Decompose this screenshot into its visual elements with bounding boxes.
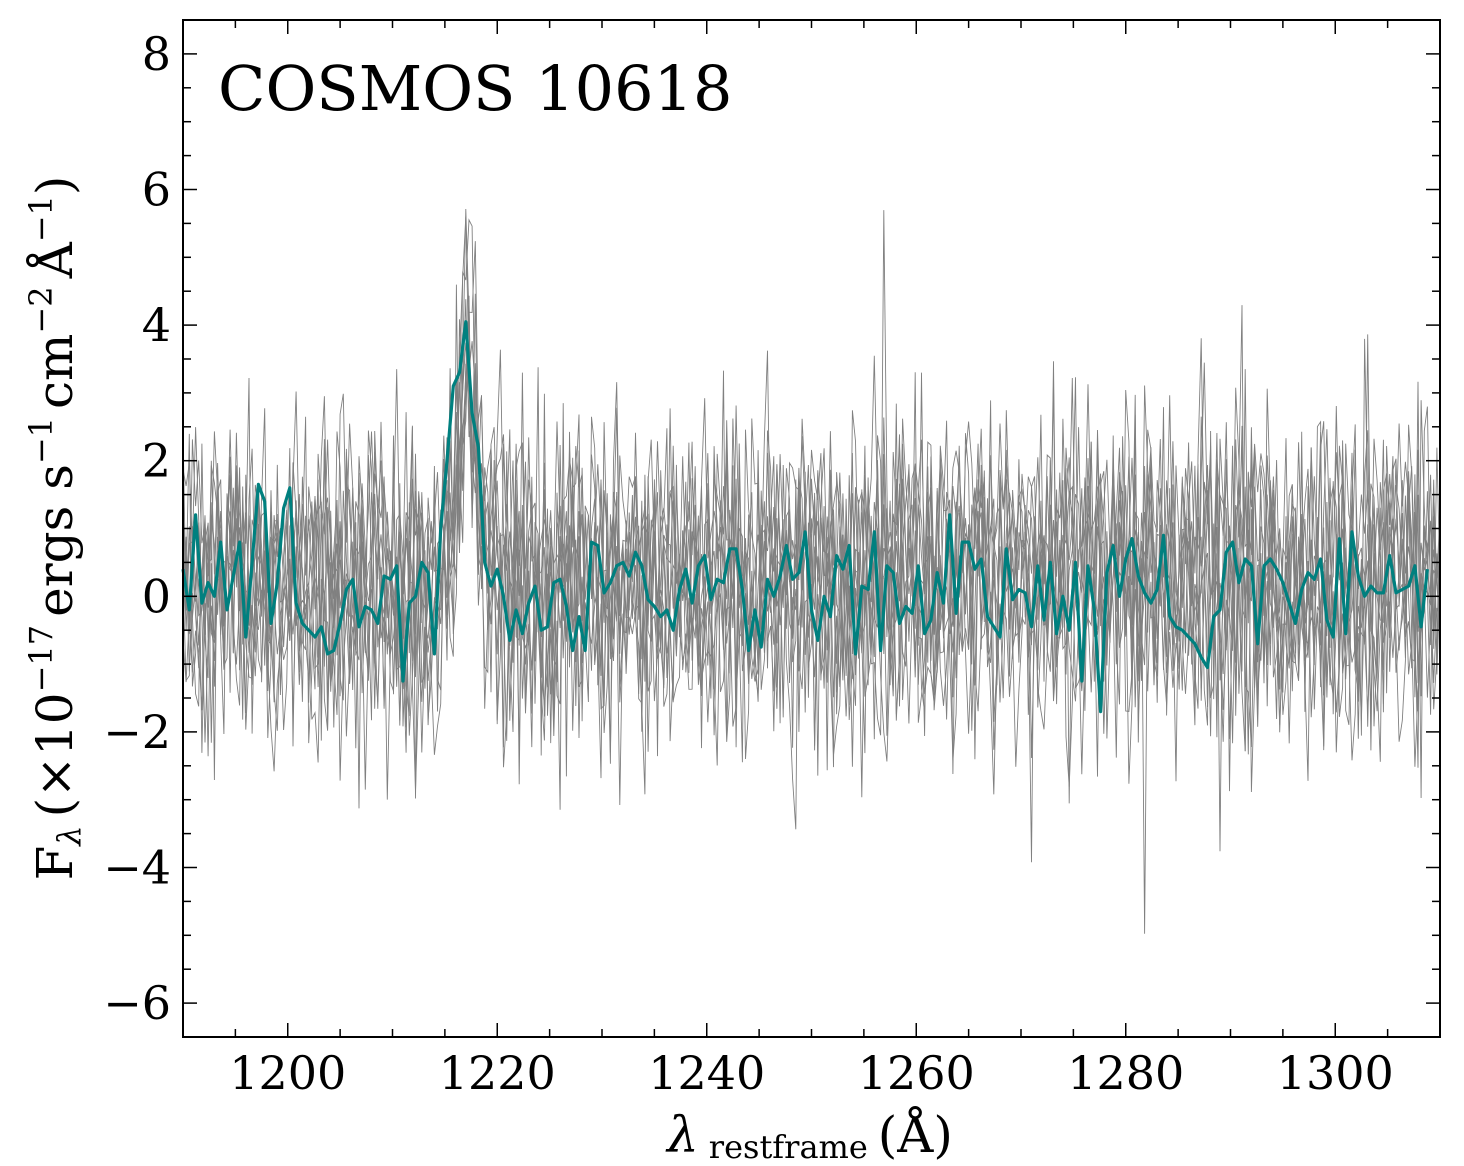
x-tick-label: 1220 [439, 1046, 556, 1100]
y-axis-exp17: −17 [22, 625, 60, 693]
x-tick-label: 1260 [858, 1046, 975, 1100]
individual-1-line [182, 299, 1441, 790]
y-tick-label: −4 [103, 841, 171, 895]
axis-ticks [182, 20, 1441, 1037]
y-axis-units2: cm [26, 334, 84, 409]
y-tick-labels: −6 −4 −2 0 2 4 6 8 [103, 27, 171, 1030]
y-axis-base: F [26, 846, 84, 881]
y-axis-exp1: −1 [22, 417, 60, 464]
individual-8-line [182, 308, 1441, 934]
y-axis-units1: ergs s [26, 464, 84, 617]
mean-spectrum-line [181, 320, 1429, 714]
x-axis-lambda: λ [665, 1106, 699, 1164]
y-axis-units3: Å [25, 241, 84, 279]
x-axis-sub: restframe [709, 1128, 868, 1166]
y-axis-open: (×10 [26, 692, 84, 817]
y-axis-sub: λ [50, 825, 88, 847]
y-axis-exp3: −1 [22, 195, 60, 242]
mean-spectrum [181, 320, 1429, 714]
y-tick-label: 2 [142, 434, 171, 488]
y-tick-label: 8 [142, 27, 171, 81]
individual-10-line [182, 304, 1441, 809]
x-tick-label: 1280 [1067, 1046, 1184, 1100]
x-tick-labels: 1200 1220 1240 1260 1280 1300 [229, 1046, 1394, 1100]
x-tick-label: 1300 [1277, 1046, 1394, 1100]
y-tick-label: −2 [103, 705, 171, 759]
y-axis-label: Fλ(×10−17ergs s−1cm−2Å−1) [22, 176, 88, 881]
x-tick-label: 1240 [648, 1046, 765, 1100]
x-axis-label: λ restframe (Å) [665, 1105, 953, 1166]
y-tick-label: 4 [142, 298, 171, 352]
chart-title: COSMOS 10618 [218, 52, 732, 125]
y-tick-label: 6 [142, 163, 171, 217]
x-axis-unit: (Å) [878, 1105, 953, 1164]
x-tick-label: 1200 [229, 1046, 346, 1100]
y-tick-label: −6 [103, 976, 171, 1030]
y-axis-exp2: −2 [22, 286, 60, 333]
y-axis-close: ) [26, 176, 84, 196]
y-tick-label: 0 [142, 569, 171, 623]
